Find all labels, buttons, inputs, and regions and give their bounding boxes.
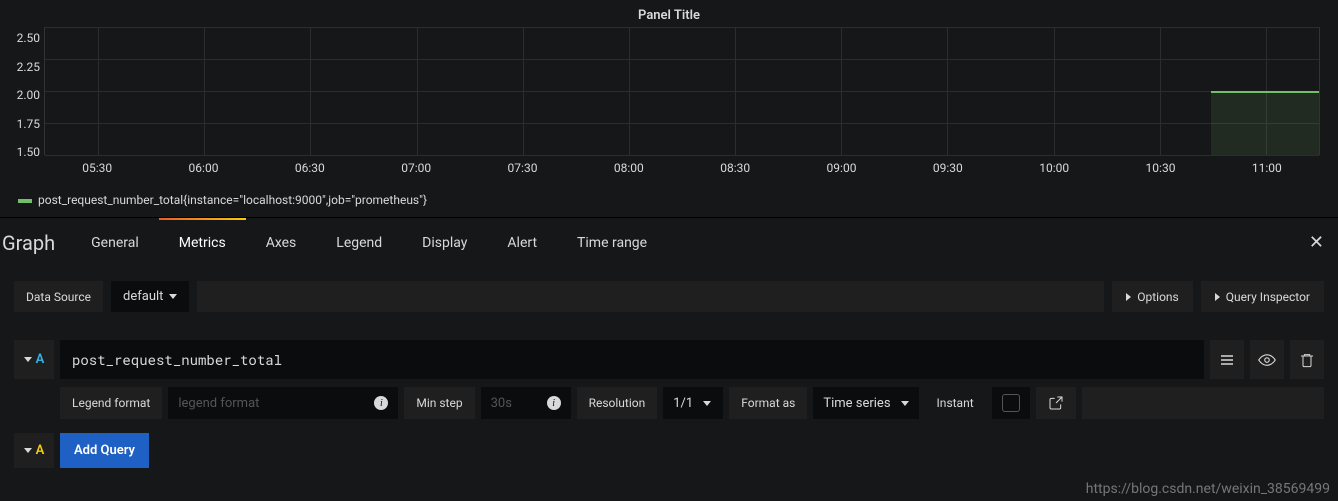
tab-metrics[interactable]: Metrics bbox=[159, 219, 246, 267]
placeholder: 30s bbox=[491, 396, 512, 411]
resolution-label: Resolution bbox=[577, 387, 658, 419]
metrics-editor: Data Source default Options Query Inspec… bbox=[0, 267, 1338, 468]
xtick: 11:00 bbox=[1252, 161, 1282, 175]
min-step-label: Min step bbox=[404, 387, 474, 419]
tab-legend[interactable]: Legend bbox=[316, 219, 402, 267]
datasource-select[interactable]: default bbox=[111, 281, 189, 312]
info-icon[interactable]: i bbox=[374, 396, 388, 410]
tab-alert[interactable]: Alert bbox=[487, 219, 557, 267]
ytick: 2.00 bbox=[0, 88, 40, 102]
spacer bbox=[1082, 387, 1324, 419]
xtick: 07:30 bbox=[508, 161, 538, 175]
placeholder: legend format bbox=[178, 396, 259, 411]
xtick: 06:00 bbox=[189, 161, 219, 175]
chevron-down-icon bbox=[703, 401, 711, 406]
panel-title: Panel Title bbox=[0, 0, 1338, 27]
resolution-value: 1/1 bbox=[673, 396, 693, 411]
close-icon[interactable]: ✕ bbox=[1309, 232, 1324, 253]
chevron-down-icon bbox=[24, 357, 32, 362]
query-collapse-toggle[interactable]: A bbox=[14, 340, 54, 379]
format-as-label: Format as bbox=[729, 387, 807, 419]
format-as-select[interactable]: Time series bbox=[813, 387, 918, 419]
tab-axes[interactable]: Axes bbox=[246, 219, 317, 267]
xtick: 05:30 bbox=[82, 161, 112, 175]
datasource-value: default bbox=[123, 289, 163, 304]
instant-label: Instant bbox=[925, 387, 986, 419]
chart-legend[interactable]: post_request_number_total{instance="loca… bbox=[0, 187, 1338, 217]
query-inspector-label: Query Inspector bbox=[1226, 290, 1310, 304]
query-letter: A bbox=[36, 352, 45, 367]
xtick: 10:00 bbox=[1039, 161, 1069, 175]
xtick: 07:00 bbox=[401, 161, 431, 175]
instant-checkbox[interactable] bbox=[1002, 394, 1020, 412]
xtick: 10:30 bbox=[1146, 161, 1176, 175]
legend-swatch bbox=[18, 199, 32, 203]
chevron-down-icon bbox=[24, 448, 32, 453]
min-step-input[interactable]: 30s i bbox=[481, 387, 571, 419]
trash-icon[interactable] bbox=[1290, 340, 1324, 379]
add-query-button[interactable]: Add Query bbox=[60, 433, 149, 468]
xtick: 09:30 bbox=[933, 161, 963, 175]
spacer bbox=[197, 281, 1104, 312]
chevron-down-icon bbox=[169, 294, 177, 299]
x-axis: 05:30 06:00 06:30 07:00 07:30 08:00 08:30 09:00… bbox=[44, 161, 1320, 181]
add-query-toggle[interactable]: A bbox=[14, 433, 54, 468]
tab-general[interactable]: General bbox=[71, 219, 159, 267]
info-icon[interactable]: i bbox=[547, 396, 561, 410]
query-inspector-button[interactable]: Query Inspector bbox=[1201, 281, 1324, 312]
xtick: 09:00 bbox=[827, 161, 857, 175]
format-as-value: Time series bbox=[823, 396, 890, 411]
y-axis: 2.50 2.25 2.00 1.75 1.50 bbox=[0, 31, 40, 159]
chart-area[interactable]: 2.50 2.25 2.00 1.75 1.50 05:30 06:00 06:30… bbox=[0, 27, 1338, 187]
ytick: 1.50 bbox=[0, 145, 40, 159]
xtick: 08:30 bbox=[720, 161, 750, 175]
datasource-label: Data Source bbox=[14, 281, 103, 312]
tab-bar: Graph GeneralMetricsAxesLegendDisplayAle… bbox=[0, 217, 1338, 267]
eye-icon[interactable] bbox=[1250, 340, 1284, 379]
legend-label: post_request_number_total{instance="loca… bbox=[38, 193, 427, 207]
instant-checkbox-wrap[interactable] bbox=[992, 387, 1030, 419]
tab-time-range[interactable]: Time range bbox=[557, 219, 667, 267]
menu-icon[interactable] bbox=[1210, 340, 1244, 379]
tab-display[interactable]: Display bbox=[402, 219, 487, 267]
add-query-letter: A bbox=[36, 443, 45, 458]
ytick: 1.75 bbox=[0, 117, 40, 131]
legend-format-label: Legend format bbox=[60, 387, 162, 419]
caret-right-icon bbox=[1126, 293, 1131, 301]
datasource-row: Data Source default Options Query Inspec… bbox=[14, 281, 1324, 312]
add-query-row: A Add Query bbox=[14, 433, 1324, 468]
caret-right-icon bbox=[1215, 293, 1220, 301]
legend-format-input[interactable]: legend format i bbox=[168, 387, 398, 419]
resolution-select[interactable]: 1/1 bbox=[663, 387, 723, 419]
xtick: 08:00 bbox=[614, 161, 644, 175]
xtick: 06:30 bbox=[295, 161, 325, 175]
ytick: 2.50 bbox=[0, 31, 40, 45]
query-expression-input[interactable]: post_request_number_total bbox=[60, 340, 1204, 379]
share-link-icon[interactable] bbox=[1036, 387, 1076, 419]
options-toggle[interactable]: Options bbox=[1112, 281, 1193, 312]
query-a: A post_request_number_total Legend forma… bbox=[14, 340, 1324, 419]
options-label: Options bbox=[1137, 290, 1179, 304]
panel-type-heading: Graph bbox=[0, 231, 71, 255]
ytick: 2.25 bbox=[0, 60, 40, 74]
plot-area bbox=[44, 27, 1320, 155]
chevron-down-icon bbox=[901, 401, 909, 406]
watermark: https://blog.csdn.net/weixin_38569499 bbox=[1086, 481, 1330, 497]
